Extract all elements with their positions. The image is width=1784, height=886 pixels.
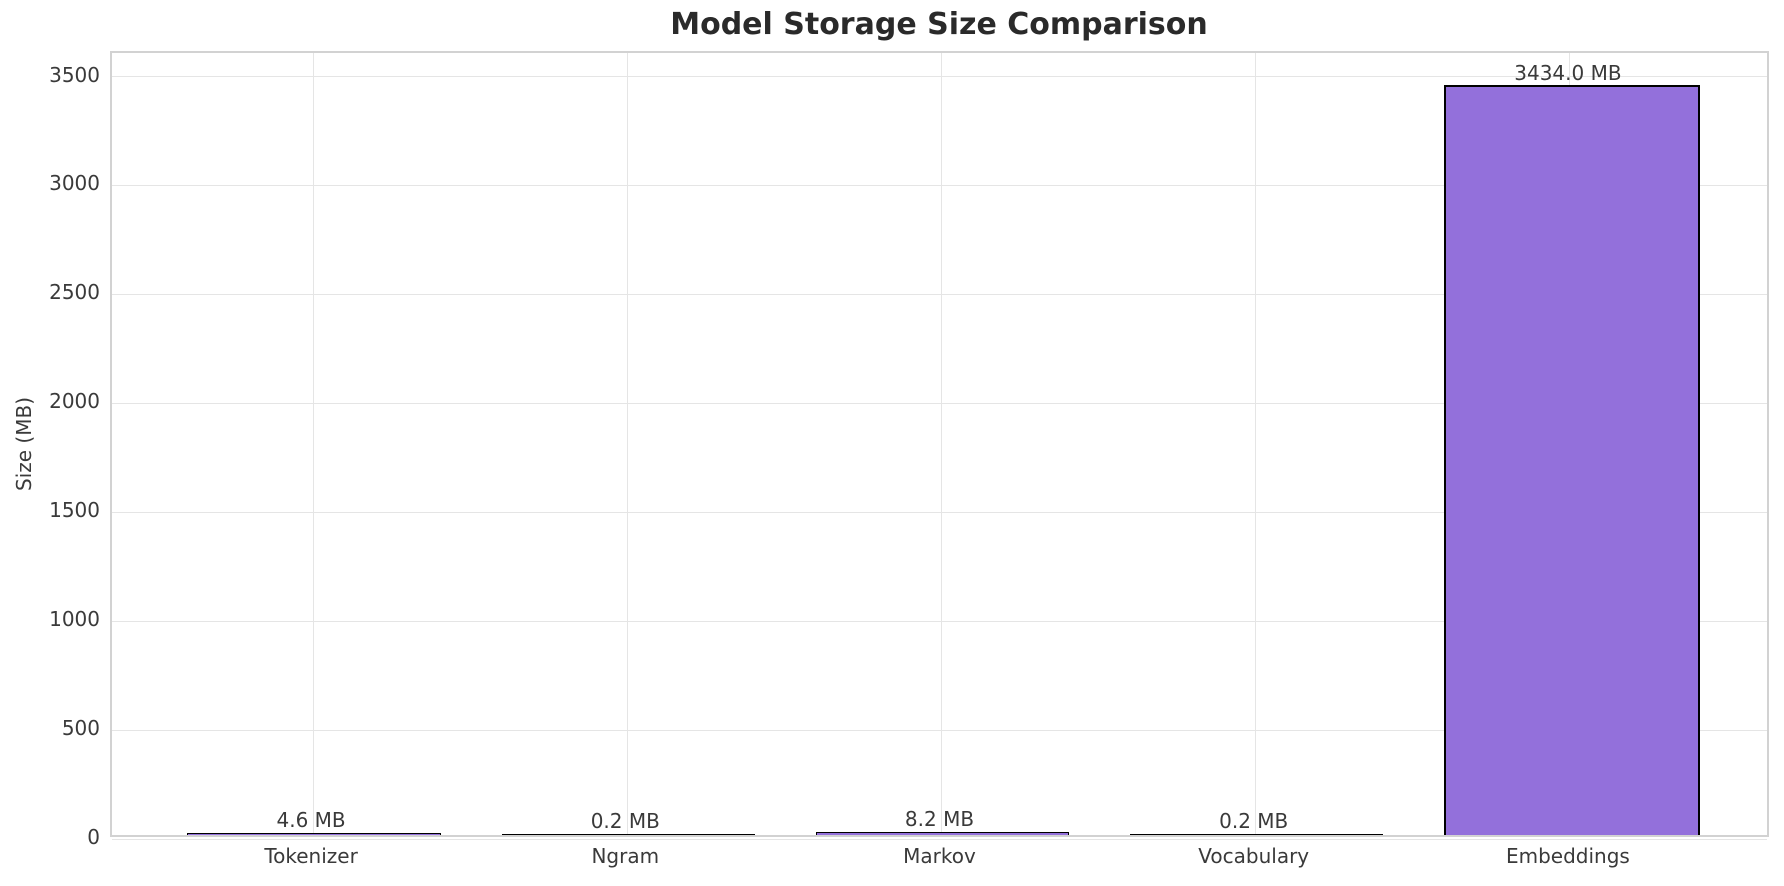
y-gridline (112, 729, 1767, 731)
y-tick-label: 3500 (49, 62, 100, 87)
y-tick-label: 0 (87, 825, 100, 849)
plot-area (110, 51, 1769, 840)
x-tick-label-markov: Markov (903, 844, 976, 868)
y-tick-label: 500 (61, 716, 100, 741)
x-gridline (1255, 53, 1257, 835)
x-gridline (941, 53, 942, 835)
y-gridline (112, 838, 1767, 840)
x-tick-label-vocabulary: Vocabulary (1198, 844, 1310, 868)
y-tick-label: 2000 (49, 389, 100, 414)
bar-tokenizer (187, 833, 441, 835)
bar-value-label: 0.2 MB (1219, 808, 1289, 833)
y-gridline (112, 76, 1767, 78)
x-tick-label-embeddings: Embeddings (1505, 844, 1630, 868)
y-tick-label: 1000 (49, 607, 100, 632)
y-tick-label: 3000 (49, 171, 100, 196)
x-tick-label-ngram: Ngram (591, 844, 660, 868)
x-gridline (626, 53, 628, 835)
bar-markov (815, 832, 1070, 835)
y-tick-label: 1500 (49, 498, 100, 523)
y-gridline (112, 620, 1767, 622)
bar-value-label: 3434.0 MB (1514, 60, 1622, 85)
chart-title: Model Storage Size Comparison (670, 7, 1208, 42)
bar-value-label: 0.2 MB (590, 808, 660, 833)
bar-value-label: 8.2 MB (904, 807, 975, 832)
y-tick-label: 2500 (49, 280, 100, 305)
bar-vocabulary (1130, 833, 1384, 835)
y-gridline (112, 511, 1767, 513)
bar-embeddings (1444, 84, 1700, 835)
bar-value-label: 4.6 MB (276, 807, 346, 832)
y-gridline (112, 293, 1767, 295)
x-tick-label-tokenizer: Tokenizer (264, 844, 358, 868)
bar-ngram (501, 833, 755, 835)
y-gridline (112, 184, 1767, 186)
x-gridline (312, 53, 314, 835)
y-gridline (112, 402, 1767, 404)
